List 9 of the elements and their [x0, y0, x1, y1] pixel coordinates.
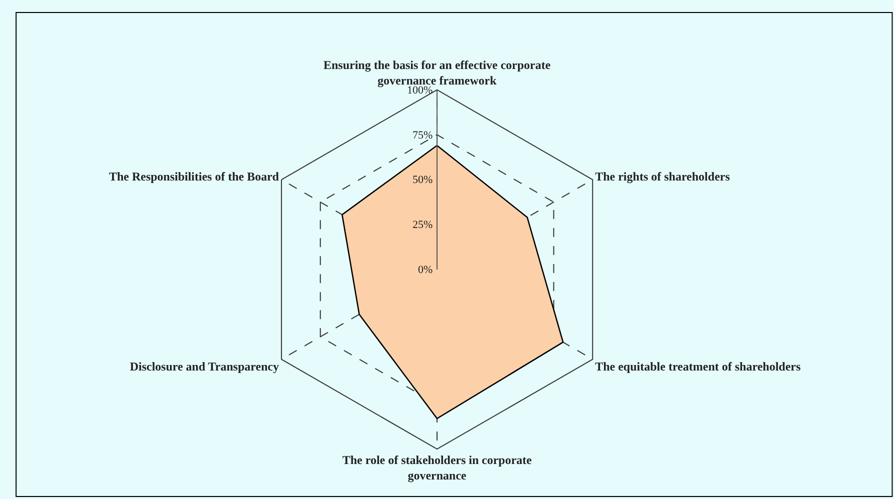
spoke-label: The role of stakeholders in corporate governance	[342, 453, 532, 483]
y-tick-label: 75%	[412, 129, 433, 142]
spoke-label: The Responsibilities of the Board	[108, 170, 280, 184]
y-tick-label: 0%	[418, 264, 433, 276]
spoke-label: The equitable treatment of shareholders	[595, 359, 801, 374]
y-tick-label: 25%	[412, 219, 433, 232]
spoke-label: Disclosure and Transparency	[130, 359, 279, 374]
spoke-label: The rights of shareholders	[595, 170, 730, 184]
y-tick-label: 50%	[412, 174, 433, 186]
